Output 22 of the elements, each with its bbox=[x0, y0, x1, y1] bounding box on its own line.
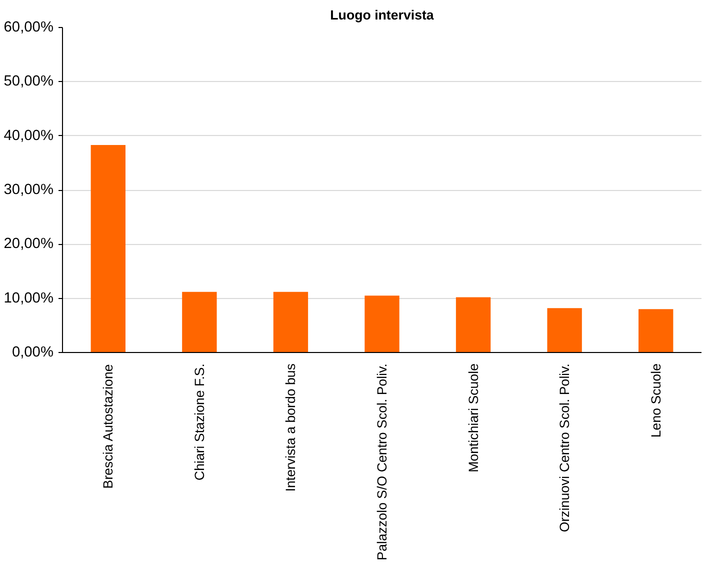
chart-title: Luogo intervista bbox=[330, 8, 434, 22]
bar bbox=[547, 308, 582, 352]
x-tick-label: Palazzolo S/O Centro Scol. Poliv. bbox=[374, 363, 390, 560]
y-tick-label: 10,00% bbox=[4, 290, 54, 306]
x-tick-label: Intervista a bordo bus bbox=[283, 363, 298, 492]
bar bbox=[364, 296, 400, 352]
bar bbox=[182, 292, 217, 352]
bar bbox=[456, 297, 491, 352]
y-tick-label: 60,00% bbox=[4, 20, 54, 36]
bar bbox=[638, 309, 674, 352]
y-tick-label: 40,00% bbox=[4, 128, 54, 144]
x-tick-label: Orzinuovi Centro Scol. Poliv. bbox=[557, 364, 572, 532]
x-tick-label: Chiari Stazione F.S. bbox=[192, 363, 207, 481]
y-tick-label: 20,00% bbox=[4, 236, 54, 252]
y-tick-label: 0,00% bbox=[12, 344, 54, 360]
x-tick-label: Leno Scuole bbox=[648, 363, 664, 438]
x-tick-label: Brescia Autostazione bbox=[100, 364, 116, 489]
bar bbox=[90, 145, 126, 352]
y-tick-label: 50,00% bbox=[4, 74, 54, 90]
y-tick-label: 30,00% bbox=[4, 182, 54, 198]
x-tick-label: Montichiari Scuole bbox=[466, 363, 481, 472]
bar bbox=[273, 292, 308, 352]
